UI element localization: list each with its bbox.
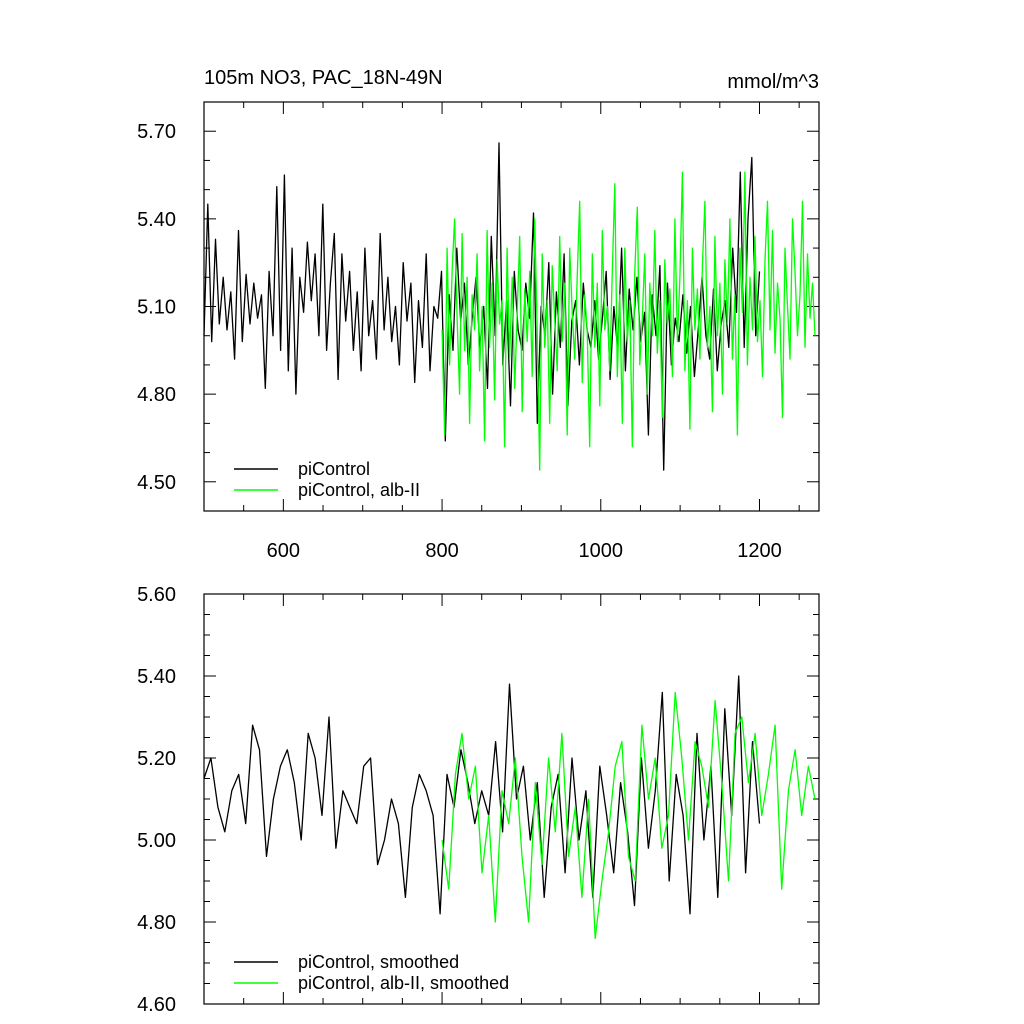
top-ytick-label: 5.10 bbox=[137, 297, 176, 319]
top-series-picontrol-alb-ii bbox=[441, 171, 816, 471]
top-axis-ticks: 4.50 4.80 5.10 5.40 5.70 600 800 1000 1200 bbox=[137, 101, 819, 562]
legend-label-picontrol-alb: piControl, alb-II bbox=[298, 480, 420, 500]
top-xtick-label: 800 bbox=[425, 540, 458, 562]
legend-label-picontrol-alb-smoothed: piControl, alb-II, smoothed bbox=[298, 973, 509, 993]
bottom-series-picontrol-alb-ii bbox=[441, 691, 816, 940]
bottom-ytick-label: 5.40 bbox=[137, 666, 176, 688]
bottom-ytick-label: 5.60 bbox=[137, 584, 176, 606]
top-ytick-label: 4.80 bbox=[137, 384, 176, 406]
legend-label-picontrol: piControl bbox=[298, 459, 370, 479]
top-xtick-label: 1000 bbox=[579, 540, 624, 562]
bottom-series-group bbox=[203, 675, 816, 940]
top-ytick-label: 5.70 bbox=[137, 121, 176, 143]
bottom-ytick-label: 5.20 bbox=[137, 748, 176, 770]
bottom-panel: 4.60 4.80 5.00 5.20 5.40 5.60 piControl, smoo… bbox=[137, 584, 820, 1016]
bottom-legend: piControl, smoothed piControl, alb-II, s… bbox=[234, 952, 509, 993]
top-xtick-label: 600 bbox=[267, 540, 300, 562]
bottom-ytick-label: 4.60 bbox=[137, 994, 176, 1016]
bottom-axis-ticks: 4.60 4.80 5.00 5.20 5.40 5.60 bbox=[137, 584, 819, 1016]
bottom-ytick-label: 4.80 bbox=[137, 912, 176, 934]
top-series-group bbox=[203, 142, 816, 471]
top-chart-title: 105m NO3, PAC_18N-49N bbox=[204, 67, 443, 89]
legend-label-picontrol-smoothed: piControl, smoothed bbox=[298, 952, 459, 972]
top-xtick-label: 1200 bbox=[737, 540, 782, 562]
top-legend: piControl piControl, alb-II bbox=[234, 459, 420, 500]
bottom-series-picontrol bbox=[203, 675, 761, 915]
bottom-ytick-label: 5.00 bbox=[137, 830, 176, 852]
top-ytick-label: 5.40 bbox=[137, 209, 176, 231]
top-ytick-label: 4.50 bbox=[137, 472, 176, 494]
top-chart-units: mmol/m^3 bbox=[727, 71, 819, 93]
top-panel: 105m NO3, PAC_18N-49N mmol/m^3 4.50 4.80 5… bbox=[137, 67, 820, 562]
